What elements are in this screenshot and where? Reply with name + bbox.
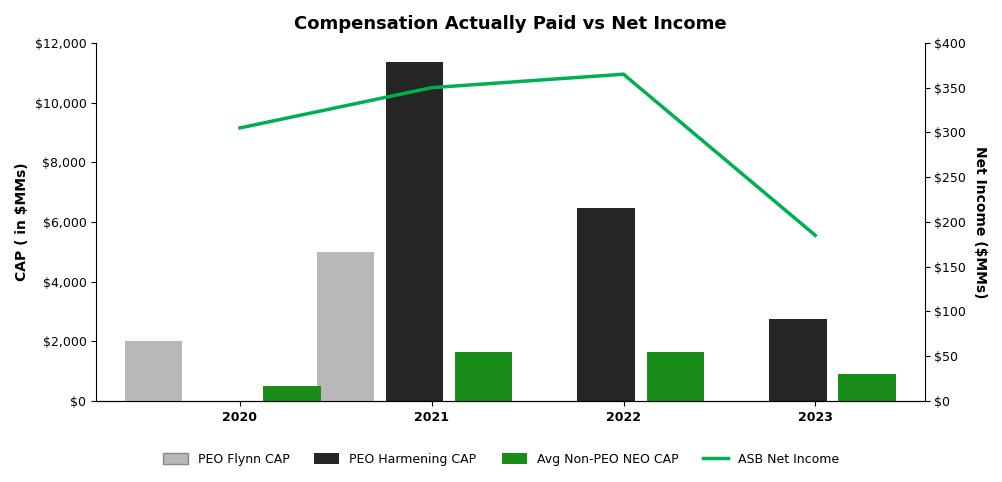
ASB Net Income [617, 71, 629, 77]
Bar [317, 252, 374, 401]
Legend: PEO Flynn CAP, PEO Harmening CAP, Avg Non-PEO NEO CAP, ASB Net Income: PEO Flynn CAP, PEO Harmening CAP, Avg No… [157, 448, 845, 471]
ASB Net Income [810, 232, 822, 238]
Line: ASB Net Income: ASB Net Income [239, 74, 816, 235]
Bar [577, 209, 635, 401]
ASB Net Income [426, 85, 438, 91]
ASB Net Income [233, 125, 245, 131]
Bar [839, 374, 896, 401]
Bar [125, 341, 182, 401]
Bar [263, 386, 321, 401]
Bar [770, 319, 827, 401]
Bar [455, 352, 512, 401]
Y-axis label: Net Income ($MMs): Net Income ($MMs) [973, 146, 987, 298]
Bar [386, 62, 443, 401]
Y-axis label: CAP ( in $MMs): CAP ( in $MMs) [15, 162, 29, 281]
Bar [646, 352, 704, 401]
Title: Compensation Actually Paid vs Net Income: Compensation Actually Paid vs Net Income [294, 15, 726, 33]
